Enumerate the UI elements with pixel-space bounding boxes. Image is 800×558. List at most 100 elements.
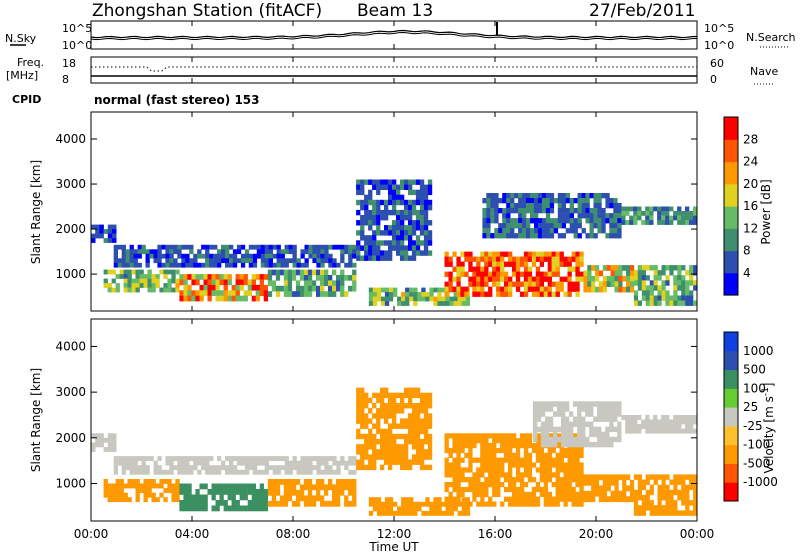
- range-gate-cell: [681, 300, 686, 306]
- range-gate-cell: [468, 438, 473, 444]
- range-gate-cell: [630, 496, 635, 503]
- range-gate-cell: [287, 291, 293, 297]
- range-gate-cell: [380, 413, 385, 419]
- range-gate-cell: [304, 465, 309, 471]
- range-gate-cell: [622, 275, 627, 282]
- range-gate-cell: [332, 460, 337, 466]
- range-gate-cell: [581, 208, 586, 214]
- range-gate-cell: [396, 230, 401, 236]
- range-gate-cell: [129, 262, 134, 268]
- range-gate-cell: [332, 285, 337, 292]
- range-gate-cell: [665, 424, 670, 429]
- range-gate-cell: [413, 510, 418, 516]
- range-gate-cell: [555, 496, 560, 502]
- range-gate-cell: [153, 249, 158, 255]
- range-gate-cell: [259, 489, 264, 495]
- range-gate-cell: [199, 284, 204, 291]
- range-gate-cell: [263, 290, 268, 296]
- range-gate-cell: [111, 278, 116, 284]
- range-gate-cell: [448, 452, 453, 458]
- range-gate-cell: [504, 443, 509, 449]
- range-gate-cell: [504, 433, 509, 439]
- range-gate-cell: [567, 271, 572, 277]
- range-gate-cell: [492, 438, 497, 444]
- range-gate-cell: [569, 203, 574, 209]
- colorbar-swatch: [724, 463, 738, 483]
- range-gate-cell: [284, 460, 289, 466]
- range-gate-cell: [531, 286, 537, 292]
- range-gate-cell: [411, 245, 417, 251]
- range-gate-cell: [498, 208, 503, 214]
- colorbar-tick-label: 4: [743, 266, 751, 280]
- range-gate-cell: [606, 265, 611, 271]
- range-gate-cell: [107, 437, 113, 443]
- range-gate-cell: [392, 423, 397, 429]
- range-gate-cell: [617, 411, 622, 417]
- range-gate-cell: [404, 444, 409, 450]
- range-gate-cell: [400, 184, 405, 190]
- range-gate-cell: [685, 206, 690, 212]
- range-gate-cell: [543, 256, 548, 262]
- range-gate-cell: [569, 228, 574, 234]
- range-gate-cell: [657, 206, 662, 212]
- range-gate-cell: [460, 433, 465, 439]
- range-gate-cell: [316, 253, 321, 259]
- range-gate-cell: [408, 230, 413, 236]
- range-gate-cell: [145, 456, 150, 461]
- colorbar-frame: [723, 116, 739, 296]
- range-gate-cell: [633, 474, 639, 480]
- range-gate-cell: [585, 421, 590, 427]
- range-gate-cell: [641, 505, 646, 511]
- range-gate-cell: [324, 269, 329, 276]
- range-gate-cell: [356, 428, 361, 435]
- range-gate-cell: [645, 415, 650, 420]
- range-gate-cell: [380, 240, 385, 246]
- range-gate-cell: [545, 203, 551, 209]
- range-gate-cell: [316, 249, 321, 255]
- range-gate-cell: [622, 490, 627, 497]
- range-gate-cell: [437, 292, 442, 297]
- range-gate-cell: [159, 287, 164, 293]
- range-gate-cell: [368, 245, 373, 251]
- range-gate-cell: [452, 457, 457, 463]
- range-gate-cell: [649, 424, 654, 429]
- range-gate-cell: [179, 483, 184, 490]
- range-gate-cell: [209, 253, 214, 259]
- range-gate-cell: [111, 483, 116, 489]
- range-gate-cell: [490, 233, 495, 239]
- range-gate-cell: [287, 479, 293, 485]
- range-gate-cell: [171, 287, 176, 293]
- range-gate-cell: [602, 485, 607, 492]
- range-gate-cell: [260, 456, 266, 461]
- range-gate-cell: [464, 501, 469, 507]
- range-gate-cell: [657, 495, 662, 501]
- range-gate-cell: [372, 464, 377, 471]
- range-gate-cell: [133, 456, 138, 461]
- range-gate-cell: [251, 274, 256, 280]
- range-gate-cell: [221, 249, 226, 255]
- range-gate-cell: [408, 255, 413, 261]
- range-gate-cell: [605, 441, 610, 448]
- range-gate-cell: [113, 469, 118, 475]
- range-gate-cell: [518, 213, 523, 219]
- range-gate-cell: [251, 489, 256, 495]
- range-gate-cell: [539, 276, 544, 282]
- range-gate-cell: [328, 258, 333, 264]
- range-gate-cell: [193, 465, 198, 471]
- range-gate-cell: [404, 230, 409, 236]
- range-gate-cell: [368, 433, 373, 440]
- range-gate-cell: [153, 469, 158, 475]
- range-gate-cell: [376, 439, 381, 445]
- range-gate-cell: [693, 505, 698, 511]
- range-gate-cell: [545, 193, 551, 199]
- range-gate-cell: [476, 256, 481, 262]
- range-gate-cell: [536, 416, 542, 422]
- range-gate-cell: [518, 218, 523, 224]
- range-gate-cell: [561, 218, 566, 224]
- range-gate-cell: [563, 472, 568, 478]
- range-gate-cell: [581, 431, 586, 438]
- range-gate-cell: [423, 189, 429, 196]
- range-gate-cell: [567, 276, 572, 282]
- range-gate-cell: [324, 249, 329, 255]
- range-gate-cell: [480, 281, 485, 287]
